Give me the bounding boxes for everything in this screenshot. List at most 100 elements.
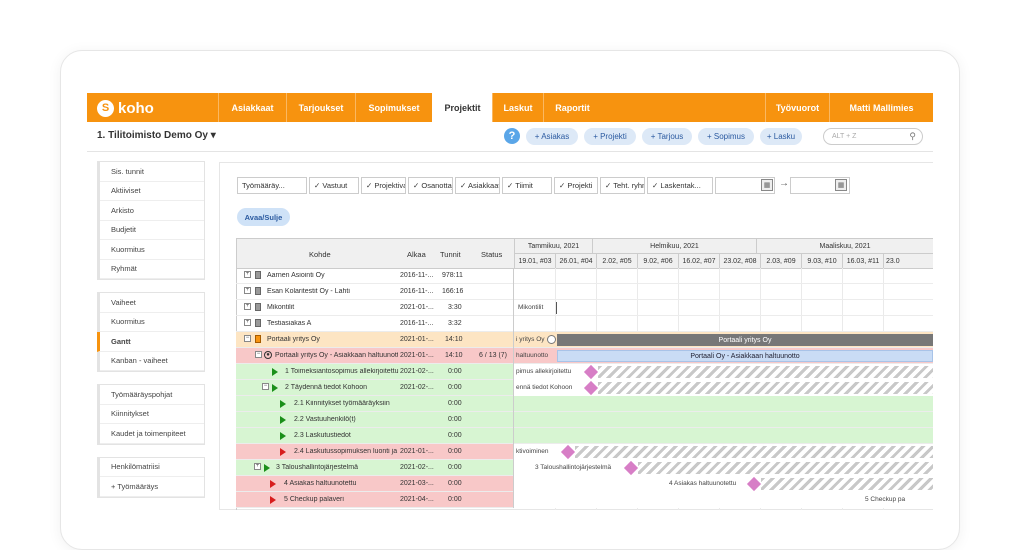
sidebar-item-arkisto[interactable]: Arkisto <box>100 201 204 221</box>
sidebar-item-aktiiviset[interactable]: Aktiiviset <box>100 182 204 201</box>
add-asiakas-button[interactable]: + Asiakas <box>526 128 578 145</box>
col-alkaa[interactable]: Alkaa <box>407 250 426 259</box>
sidebar-item-vaiheet[interactable]: Vaiheet <box>100 293 204 313</box>
milestone-diamond[interactable] <box>560 444 576 460</box>
row-alkaa: 2021-01-... <box>400 352 434 359</box>
table-row[interactable]: − 2 Täydennä tiedot Kohoon 2021-02-... 0… <box>236 380 933 396</box>
sidebar-item-tyomaarayspohjat[interactable]: Työmääräyspohjat <box>100 385 204 405</box>
sidebar-item-sis-tunnit[interactable]: Sis. tunnit <box>100 162 204 182</box>
month-tammikuu: Tammikuu, 2021 <box>515 239 593 254</box>
row-left: 1 Toimeksiantosopimus allekirjoitettu 20… <box>236 364 514 380</box>
row-alkaa: 2021-04-... <box>400 496 434 503</box>
sidebar-item-gantt[interactable]: Gantt <box>97 332 204 352</box>
app-screen: S koho Asiakkaat Tarjoukset Sopimukset P… <box>87 93 933 510</box>
row-timeline: 3 Taloushallintojärjestelmä <box>514 460 933 476</box>
row-alkaa: 2021-01-... <box>400 448 434 455</box>
gantt-label: 5 Checkup pa <box>865 496 906 503</box>
table-row[interactable]: 1 Toimeksiantosopimus allekirjoitettu 20… <box>236 364 933 380</box>
search-placeholder: ALT + Z <box>832 133 857 140</box>
sidebar-item-kuormitus[interactable]: Kuormitus <box>100 240 204 260</box>
milestone-diamond[interactable] <box>583 380 599 396</box>
gantt-bar-phase[interactable]: Portaali Oy - Asiakkaan haltuunotto <box>557 350 933 362</box>
sidebar-item-budjetit[interactable]: Budjetit <box>100 221 204 240</box>
row-left: + Aarnen Asiointi Oy 2016-11-... 978:11 <box>236 268 514 284</box>
expand-collapse-button[interactable]: Avaa/Sulje <box>237 208 290 226</box>
add-tarjous-button[interactable]: + Tarjous <box>642 128 692 145</box>
collapse-icon[interactable]: − <box>255 351 262 358</box>
table-row[interactable]: + 3 Taloushallintojärjestelmä 2021-02-..… <box>236 460 933 476</box>
table-row[interactable]: 2.3 Laskutustiedot 0:00 <box>236 428 933 444</box>
sidebar-item-kaudet[interactable]: Kaudet ja toimenpiteet <box>100 424 204 444</box>
table-row[interactable]: + Mikontilit 2021-01-... 3:30 Mikontilit <box>236 300 933 316</box>
koho-logo[interactable]: S koho <box>97 99 154 117</box>
milestone-diamond[interactable] <box>583 364 599 380</box>
company-selector[interactable]: 1. Tilitoimisto Demo Oy ▾ <box>97 130 216 141</box>
task-active-icon <box>280 416 286 424</box>
filter-asiakkaat[interactable]: ✓ Asiakkaat <box>455 177 500 194</box>
week-03: 19.01, #03 <box>515 254 556 269</box>
collapse-icon[interactable]: − <box>262 383 269 390</box>
table-row[interactable]: 5 Checkup palaveri 2021-04-... 0:00 5 Ch… <box>236 492 933 508</box>
expand-icon[interactable]: + <box>244 303 251 310</box>
sidebar-item-kanban[interactable]: Kanban - vaiheet <box>100 352 204 371</box>
col-status[interactable]: Status <box>481 250 503 259</box>
tab-raportit[interactable]: Raportit <box>543 93 601 122</box>
sidebar-group-people: Henkilömatriisi + Työmääräys <box>97 456 205 498</box>
filter-projektivastaava[interactable]: ✓ Projektivas... <box>361 177 406 194</box>
add-lasku-button[interactable]: + Lasku <box>760 128 802 145</box>
filter-projekti[interactable]: ✓ Projekti <box>554 177 598 194</box>
start-date-input[interactable] <box>715 177 775 194</box>
filter-osanottajat[interactable]: ✓ Osanottaja... <box>408 177 453 194</box>
progress-circle-icon <box>547 335 556 344</box>
filter-vastuut[interactable]: ✓ Vastuut <box>309 177 359 194</box>
add-projekti-button[interactable]: + Projekti <box>584 128 636 145</box>
task-active-icon <box>264 464 270 472</box>
expand-icon[interactable]: + <box>244 287 251 294</box>
help-icon[interactable]: ? <box>504 128 520 144</box>
calendar-icon[interactable]: ▦ <box>761 179 773 191</box>
folder-icon <box>255 287 261 295</box>
gantt-label: ennä tiedot Kohoon <box>516 384 573 391</box>
table-row[interactable]: 2.4 Laskutussopimuksen luonti ja lähetys… <box>236 444 933 460</box>
expand-icon[interactable]: + <box>244 271 251 278</box>
col-tunnit[interactable]: Tunnit <box>440 250 461 259</box>
collapse-icon[interactable]: − <box>244 335 251 342</box>
sidebar-item-kiinnitykset[interactable]: Kiinnitykset <box>100 405 204 424</box>
add-sopimus-button[interactable]: + Sopimus <box>698 128 754 145</box>
milestone-diamond[interactable] <box>746 476 762 492</box>
table-row[interactable]: + Aarnen Asiointi Oy 2016-11-... 978:11 <box>236 268 933 284</box>
sidebar-item-add-tyomaarays[interactable]: + Työmääräys <box>100 477 204 497</box>
tab-tarjoukset[interactable]: Tarjoukset <box>286 93 355 122</box>
user-menu[interactable]: Matti Mallimies <box>829 93 933 122</box>
milestone-diamond[interactable] <box>623 460 639 476</box>
row-left: + Mikontilit 2021-01-... 3:30 <box>236 300 514 316</box>
col-kohde[interactable]: Kohde <box>309 250 331 259</box>
calendar-icon-end[interactable]: ▦ <box>835 179 847 191</box>
tab-projektit[interactable]: Projektit <box>432 93 492 122</box>
search-input[interactable]: ALT + Z ⚲ <box>823 128 923 145</box>
sidebar-item-kuormitus-2[interactable]: Kuormitus <box>100 313 204 332</box>
table-row[interactable]: + Testiasiakas A 2016-11-... 3:32 <box>236 316 933 332</box>
row-left: 4 Asiakas haltuunotettu 2021-03-... 0:00 <box>236 476 514 492</box>
sidebar-item-ryhmat[interactable]: Ryhmät <box>100 260 204 279</box>
table-row[interactable]: 2.2 Vastuuhenkilö(t) 0:00 <box>236 412 933 428</box>
table-row[interactable]: − Portaali yritys Oy 2021-01-... 14:10 i… <box>236 332 933 348</box>
table-row[interactable]: 2.1 Kiinnitykset työmääräyksiin 0:00 <box>236 396 933 412</box>
tab-tyovuorot[interactable]: Työvuorot <box>765 93 829 122</box>
filter-tiimit[interactable]: ✓ Tiimit <box>502 177 552 194</box>
table-row[interactable]: − ● Portaali yritys Oy - Asiakkaan haltu… <box>236 348 933 364</box>
tab-laskut[interactable]: Laskut <box>492 93 543 122</box>
tab-sopimukset[interactable]: Sopimukset <box>355 93 432 122</box>
expand-icon[interactable]: + <box>254 463 261 470</box>
filter-laskentakohde[interactable]: ✓ Laskentak... <box>647 177 713 194</box>
filter-tehtavaryhma[interactable]: ✓ Teht. ryhm... <box>600 177 645 194</box>
table-row[interactable]: 4 Asiakas haltuunotettu 2021-03-... 0:00… <box>236 476 933 492</box>
folder-icon <box>255 319 261 327</box>
sidebar-item-henkilomatriisi[interactable]: Henkilömatriisi <box>100 458 204 477</box>
gantt-bar-project[interactable]: Portaali yritys Oy <box>557 334 933 346</box>
filter-tyomaarays[interactable]: Työmääräy... <box>237 177 307 194</box>
row-kohde: Portaali yritys Oy <box>267 336 320 343</box>
table-row[interactable]: + Esan Kolaritestit Oy - Lahti 2016-11-.… <box>236 284 933 300</box>
expand-icon[interactable]: + <box>244 319 251 326</box>
tab-asiakkaat[interactable]: Asiakkaat <box>218 93 286 122</box>
